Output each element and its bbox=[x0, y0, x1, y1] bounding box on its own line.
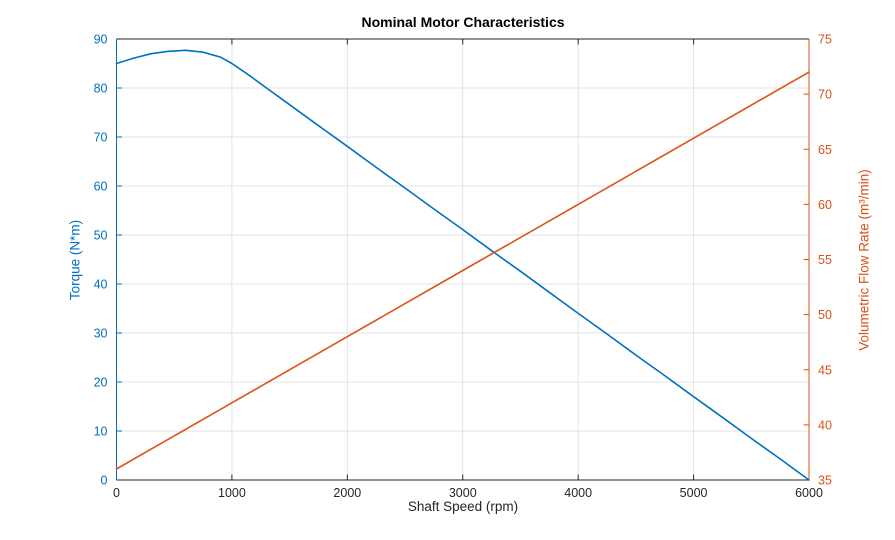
x-tick-label: 3000 bbox=[449, 486, 477, 500]
y-tick-label-left: 60 bbox=[94, 180, 108, 194]
y-tick-label-left: 0 bbox=[101, 474, 108, 488]
x-axis-label: Shaft Speed (rpm) bbox=[407, 499, 519, 514]
x-tick-label: 4000 bbox=[564, 486, 592, 500]
y-tick-label-left: 70 bbox=[94, 131, 108, 145]
chart-title: Nominal Motor Characteristics bbox=[361, 14, 565, 30]
x-tick-label: 6000 bbox=[795, 486, 823, 500]
y-tick-label-left: 20 bbox=[94, 376, 108, 390]
y-tick-label-left: 10 bbox=[94, 425, 108, 439]
y-tick-label-left: 90 bbox=[94, 33, 108, 47]
y-tick-label-right: 45 bbox=[818, 363, 832, 377]
x-tick-label: 1000 bbox=[218, 486, 246, 500]
y-axis-label-left: Torque (N*m) bbox=[67, 219, 83, 301]
y-tick-label-right: 65 bbox=[818, 143, 832, 157]
series-volumetric-flow-rate-line bbox=[115, 71, 810, 470]
y-tick-label-right: 35 bbox=[818, 474, 832, 488]
y-tick-label-left: 30 bbox=[94, 327, 108, 341]
y-tick-label-right: 60 bbox=[818, 198, 832, 212]
y-tick-label-right: 50 bbox=[818, 308, 832, 322]
y-tick-label-left: 80 bbox=[94, 82, 108, 96]
series-torque-line bbox=[115, 49, 810, 481]
y-tick-label-left: 40 bbox=[94, 278, 108, 292]
x-tick-label: 2000 bbox=[333, 486, 361, 500]
x-tick-label: 0 bbox=[113, 486, 120, 500]
y-tick-label-right: 70 bbox=[818, 88, 832, 102]
y-tick-label-left: 50 bbox=[94, 229, 108, 243]
y-axis-label-right: Volumetric Flow Rate (m³/min) bbox=[856, 169, 872, 351]
x-tick-label: 5000 bbox=[680, 486, 708, 500]
y-tick-label-right: 55 bbox=[818, 253, 832, 267]
y-tick-label-right: 75 bbox=[818, 33, 832, 47]
y-tick-label-right: 40 bbox=[818, 418, 832, 432]
